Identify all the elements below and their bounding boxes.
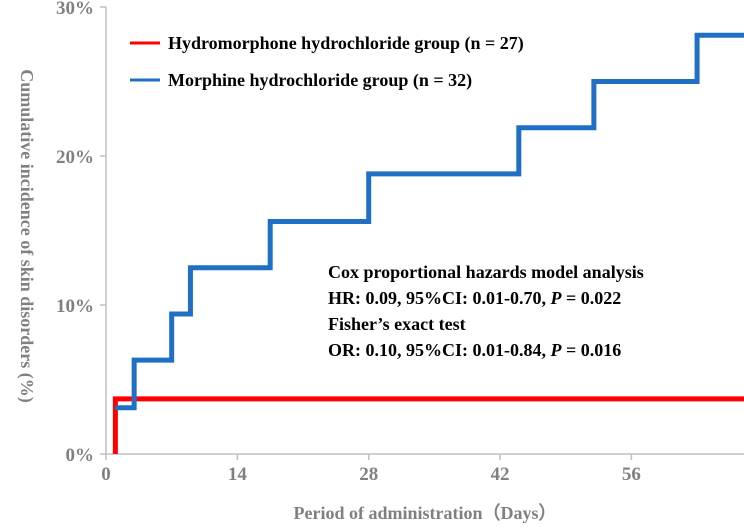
series-layer [112, 32, 744, 454]
y-tick-label: 30% [56, 0, 94, 19]
x-tick-label: 14 [228, 464, 248, 485]
legend: Hydromorphone hydrochloride group (n = 2… [130, 33, 524, 91]
series-line-hydromorphone [112, 396, 744, 454]
series-line-morphine [115, 32, 744, 411]
legend-label-hydromorphone: Hydromorphone hydrochloride group (n = 2… [168, 33, 524, 54]
y-ticks: 0% 10% 20% 30% [56, 0, 106, 466]
y-axis-title: Cumulative incidence of skin disorders (… [16, 69, 37, 403]
legend-label-morphine: Morphine hydrochloride group (n = 32) [168, 70, 472, 91]
annotation-hr-line: HR: 0.09, 95%CI: 0.01-0.70, P = 0.022 [328, 288, 621, 308]
annotation-cox-title: Cox proportional hazards model analysis [328, 262, 644, 282]
annotation-or-line: OR: 0.10, 95%CI: 0.01-0.84, P = 0.016 [328, 340, 621, 360]
axes [105, 7, 744, 455]
y-tick-label: 20% [56, 147, 94, 168]
y-tick-label: 0% [66, 445, 95, 466]
x-ticks: 0 14 28 42 56 [101, 454, 641, 485]
x-tick-label: 56 [622, 464, 641, 485]
x-tick-label: 28 [359, 464, 378, 485]
statistics-annotation: Cox proportional hazards model analysis … [328, 262, 644, 360]
x-axis-title: Period of administration（Days） [294, 503, 557, 523]
x-tick-label: 0 [101, 464, 111, 485]
x-tick-label: 42 [491, 464, 510, 485]
annotation-fisher-title: Fisher’s exact test [328, 314, 466, 334]
y-tick-label: 10% [56, 296, 94, 317]
